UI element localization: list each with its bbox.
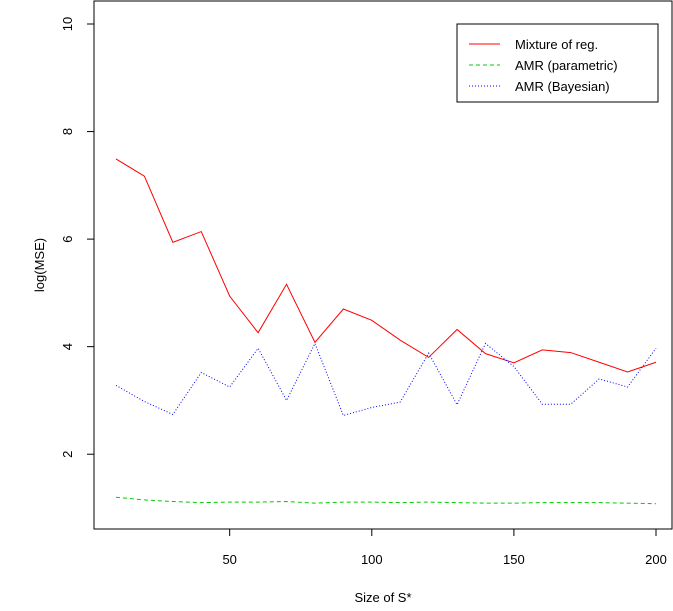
- x-tick-label: 150: [503, 552, 525, 567]
- series-line-2: [115, 496, 657, 505]
- legend-label-2: AMR (parametric): [515, 58, 618, 73]
- y-tick-label: 6: [60, 235, 75, 242]
- y-axis: 2 4 6 8 10: [60, 17, 95, 458]
- x-axis: 50 100 150 200: [222, 528, 667, 567]
- x-tick-label: 200: [645, 552, 667, 567]
- y-tick-label: 2: [60, 451, 75, 458]
- series-line-3: [115, 342, 657, 417]
- x-tick-label: 100: [361, 552, 383, 567]
- x-tick-label: 50: [222, 552, 236, 567]
- x-axis-title: Size of S*: [354, 590, 411, 605]
- series-layer: [115, 158, 657, 505]
- legend-box: [456, 23, 659, 103]
- legend: Mixture of reg. AMR (parametric) AMR (Baye…: [456, 23, 659, 103]
- legend-label-1: Mixture of reg.: [515, 37, 598, 52]
- y-tick-label: 4: [60, 343, 75, 350]
- series-line-1: [115, 158, 657, 373]
- y-tick-label: 8: [60, 128, 75, 135]
- y-axis-title: log(MSE): [32, 238, 47, 292]
- legend-label-3: AMR (Bayesian): [515, 79, 610, 94]
- y-tick-label: 10: [60, 17, 75, 31]
